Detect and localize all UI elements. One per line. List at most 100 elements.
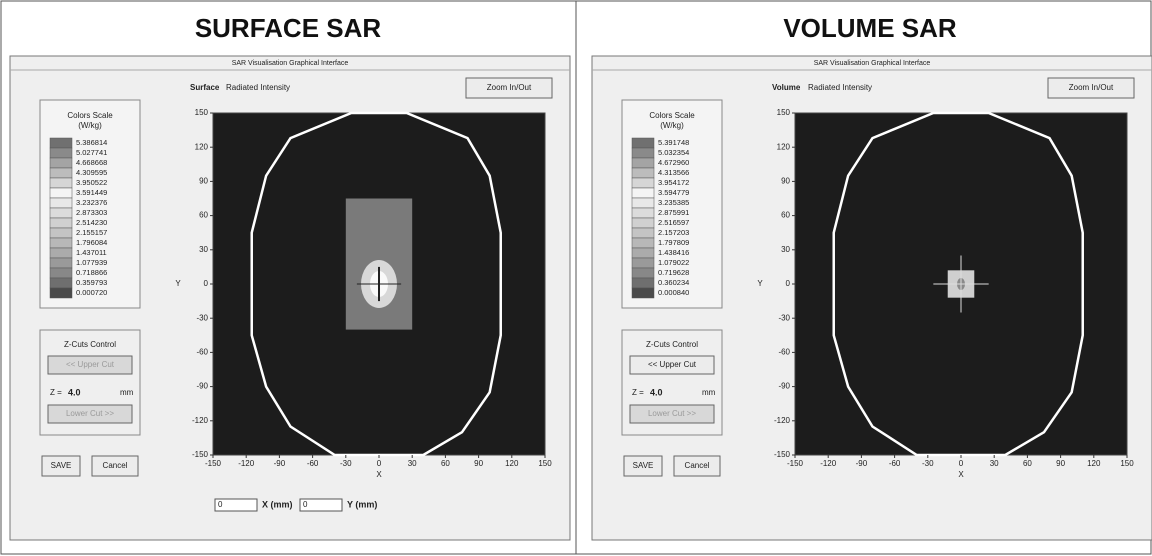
scale-swatch [631, 257, 655, 269]
zcuts-title: Z-Cuts Control [646, 340, 698, 349]
x-tick-label: 120 [1087, 459, 1101, 468]
scale-value: 2.157203 [658, 228, 689, 237]
scale-swatch [49, 167, 73, 179]
panel-heading: SURFACE SAR [195, 13, 382, 43]
cancel-button[interactable]: Cancel [673, 455, 721, 477]
x-tick-label: 0 [959, 459, 964, 468]
scale-value: 3.232376 [76, 198, 107, 207]
x-input-value[interactable]: 0 [218, 500, 223, 509]
scale-swatch [631, 277, 655, 289]
z-label: Z = [50, 388, 62, 397]
scale-unit: (W/kg) [660, 121, 684, 130]
lower-cut-button-label: Lower Cut >> [66, 409, 114, 418]
save-button[interactable]: SAVE [623, 455, 663, 477]
scale-value: 2.516597 [658, 218, 689, 227]
cancel-button-face[interactable] [91, 455, 139, 477]
zoom-button-face[interactable] [1047, 77, 1135, 99]
mode: Volume [772, 83, 801, 92]
y-input[interactable] [299, 498, 343, 512]
y-axis-label: Y [757, 279, 763, 288]
upper-cut-button-face [47, 355, 133, 375]
scale-value: 0.000840 [658, 288, 689, 297]
scale-swatch [49, 227, 73, 239]
y-input-value[interactable]: 0 [303, 500, 308, 509]
x-tick-label: 120 [505, 459, 519, 468]
upper-cut-button: << Upper Cut [47, 355, 133, 375]
zoom-button[interactable]: Zoom In/Out [1047, 77, 1135, 99]
scale-swatch [49, 187, 73, 199]
save-button-face[interactable] [41, 455, 81, 477]
zoom-button-face[interactable] [465, 77, 553, 99]
x-tick-label: -30 [340, 459, 352, 468]
save-button-face[interactable] [623, 455, 663, 477]
scale-swatch [49, 197, 73, 209]
scale-value: 2.155157 [76, 228, 107, 237]
scale-value: 4.668668 [76, 158, 107, 167]
scale-value: 3.950522 [76, 178, 107, 187]
x-tick-label: -90 [856, 459, 868, 468]
scale-swatch [631, 137, 655, 149]
y-tick-label: -90 [778, 382, 790, 391]
panel: VOLUME SAR SAR Visualisation Graphical In… [591, 13, 1152, 541]
upper-cut-button[interactable]: << Upper Cut [629, 355, 715, 375]
x-axis-label: X [376, 470, 382, 479]
z-value: 4.0 [68, 387, 81, 397]
scale-swatch [631, 247, 655, 259]
x-axis-label: X [958, 470, 964, 479]
zoom-button[interactable]: Zoom In/Out [465, 77, 553, 99]
cancel-button-face[interactable] [673, 455, 721, 477]
y-tick-label: -150 [192, 450, 209, 459]
scale-value: 1.796084 [76, 238, 107, 247]
scale-value: 5.386814 [76, 138, 107, 147]
lower-cut-button: Lower Cut >> [629, 404, 715, 424]
scale-value: 0.000720 [76, 288, 107, 297]
y-tick-label: -120 [774, 416, 791, 425]
scale-value: 1.437011 [76, 248, 107, 257]
scale-value: 3.954172 [658, 178, 689, 187]
panel-heading: VOLUME SAR [783, 13, 957, 43]
scale-value: 4.672960 [658, 158, 689, 167]
contour [250, 111, 502, 457]
save-button[interactable]: SAVE [41, 455, 81, 477]
x-tick-label: -120 [820, 459, 837, 468]
scale-swatch [631, 187, 655, 199]
x-tick-label: -90 [274, 459, 286, 468]
cancel-button-label[interactable]: Cancel [103, 461, 128, 470]
scale-swatch [49, 207, 73, 219]
cancel-button-label[interactable]: Cancel [685, 461, 710, 470]
x-tick-label: -60 [307, 459, 319, 468]
x-tick-label: 0 [377, 459, 382, 468]
z-value: 4.0 [650, 387, 663, 397]
x-input[interactable] [214, 498, 258, 512]
zoom-button-label[interactable]: Zoom In/Out [487, 83, 532, 92]
scale-value: 1.077939 [76, 258, 107, 267]
scale-value: 5.027741 [76, 148, 107, 157]
y-tick-label: 120 [195, 142, 209, 151]
scale-swatch [631, 147, 655, 159]
x-tick-label: 60 [441, 459, 450, 468]
lower-cut-button-label: Lower Cut >> [648, 409, 696, 418]
scale-swatch [49, 217, 73, 229]
y-tick-label: -90 [196, 382, 208, 391]
y-tick-label: 150 [777, 108, 791, 117]
scale-swatch [49, 287, 73, 299]
zoom-button-label[interactable]: Zoom In/Out [1069, 83, 1114, 92]
cancel-button[interactable]: Cancel [91, 455, 139, 477]
x-tick-label: 30 [408, 459, 417, 468]
upper-cut-button-label[interactable]: << Upper Cut [648, 360, 697, 369]
save-button-label[interactable]: SAVE [633, 461, 654, 470]
save-button-label[interactable]: SAVE [51, 461, 72, 470]
upper-cut-button-face[interactable] [629, 355, 715, 375]
scale-value: 2.514230 [76, 218, 107, 227]
scale-value: 0.719628 [658, 268, 689, 277]
scale-swatch [631, 167, 655, 179]
y-tick-label: 60 [781, 211, 790, 220]
scale-swatch [631, 267, 655, 279]
panel: SURFACE SAR SAR Visualisation Graphical I… [9, 13, 571, 541]
scale-value: 0.360234 [658, 278, 689, 287]
scale-value: 1.079022 [658, 258, 689, 267]
scale-swatch [49, 247, 73, 259]
scale-value: 1.438416 [658, 248, 689, 257]
y-tick-label: -60 [196, 348, 208, 357]
